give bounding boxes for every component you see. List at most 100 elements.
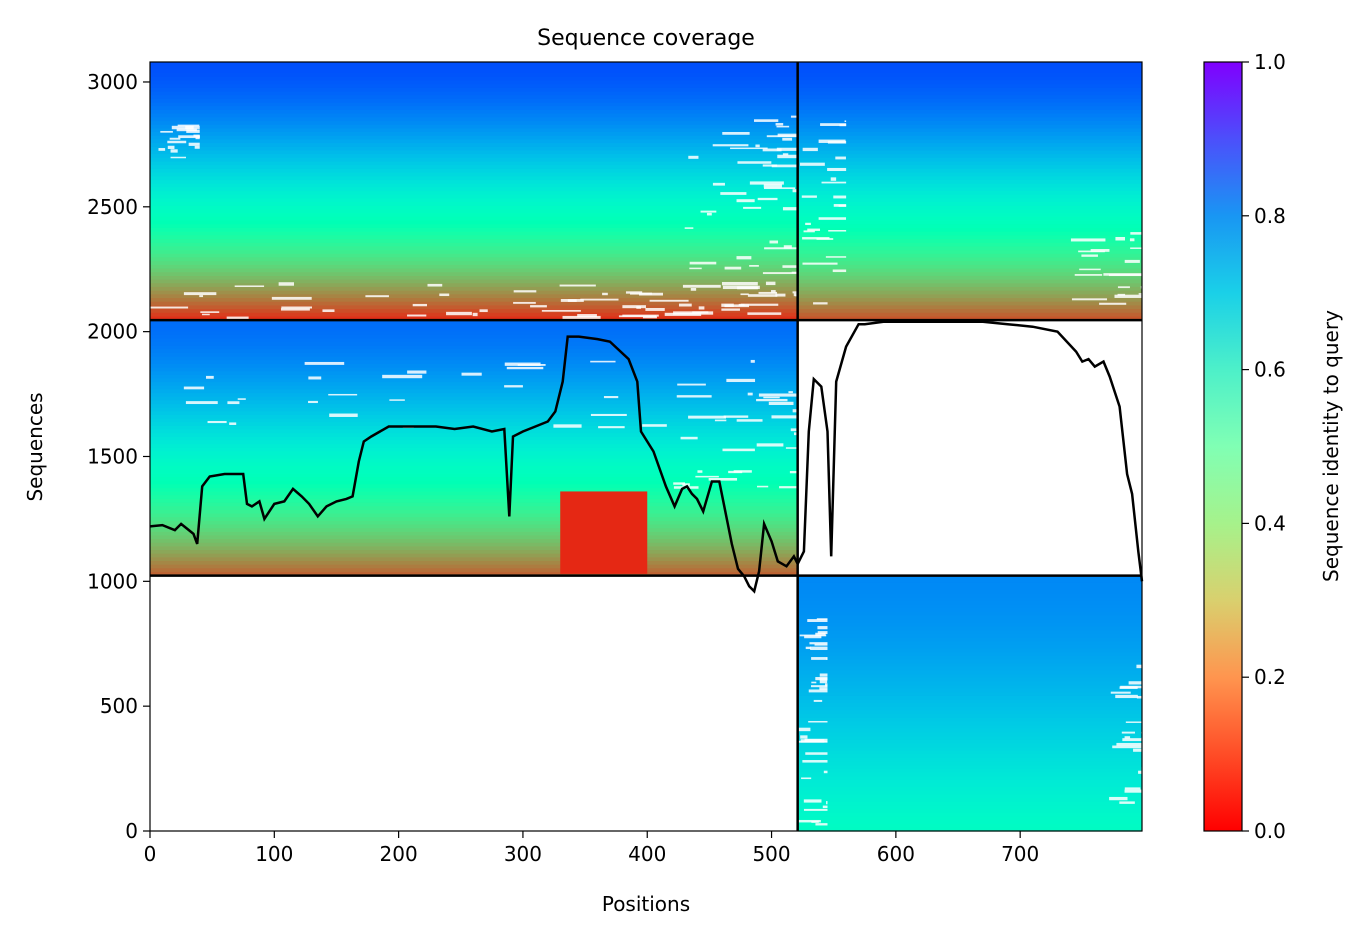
gap-mark: [322, 309, 335, 312]
heatmap-band: [797, 710, 1142, 715]
gap-mark: [830, 177, 837, 181]
gap-mark: [813, 699, 823, 702]
heatmap-band: [150, 283, 798, 288]
heatmap-band: [797, 187, 1142, 192]
heatmap-band: [150, 415, 798, 420]
gap-mark: [1125, 721, 1142, 723]
heatmap-band: [150, 374, 798, 380]
gap-mark: [590, 360, 616, 363]
heatmap-texture: [150, 115, 1143, 826]
heatmap-band: [797, 747, 1142, 752]
heatmap-band: [797, 275, 1142, 281]
gap-mark: [749, 264, 759, 267]
heatmap-band: [150, 209, 798, 214]
gap-mark: [682, 483, 690, 486]
heatmap-band: [797, 695, 1142, 701]
gap-mark: [506, 366, 544, 370]
gap-mark: [1128, 681, 1142, 685]
heatmap-band: [797, 615, 1142, 620]
gap-mark: [678, 303, 692, 307]
heatmap-band: [797, 95, 1142, 100]
y-axis-ticks: 0 500 1000 1500 2000 2500 3000: [87, 70, 150, 843]
gap-mark: [811, 681, 817, 684]
gap-mark: [827, 167, 847, 172]
x-tick-label: 300: [504, 842, 542, 866]
gap-mark: [1130, 247, 1142, 249]
heatmap-band: [797, 135, 1142, 141]
heatmap-band: [150, 425, 798, 431]
heatmap-band: [150, 224, 798, 229]
heatmap-band: [150, 309, 798, 314]
gap-mark: [178, 135, 200, 139]
gap-mark: [743, 206, 762, 209]
heatmap-band: [150, 385, 798, 391]
gap-mark: [764, 247, 797, 250]
heatmap-band: [797, 604, 1142, 610]
heatmap-band: [797, 652, 1142, 657]
heatmap-band: [797, 575, 1142, 580]
gap-mark: [308, 400, 318, 404]
gap-mark: [783, 245, 792, 249]
gap-mark: [763, 184, 782, 188]
gap-mark: [756, 443, 784, 447]
gap-mark: [1121, 731, 1135, 734]
heatmap-band: [797, 268, 1142, 273]
heatmap-band: [150, 429, 798, 434]
heatmap-band: [150, 363, 798, 369]
heatmap-band: [797, 586, 1142, 591]
heatmap-band: [797, 736, 1142, 741]
heatmap-band: [797, 209, 1142, 214]
heatmap-band: [150, 76, 798, 82]
gap-mark: [790, 115, 798, 118]
gap-mark: [1136, 695, 1142, 699]
gap-mark: [185, 401, 218, 405]
gap-mark: [690, 288, 697, 291]
low-identity-patch: [560, 491, 648, 574]
heatmap-band: [797, 750, 1142, 755]
heatmap-band: [797, 655, 1142, 661]
gap-mark: [1117, 293, 1126, 296]
heatmap-band: [150, 113, 798, 118]
heatmap-band: [150, 143, 798, 148]
heatmap-band: [150, 290, 798, 295]
heatmap-band: [150, 382, 798, 387]
heatmap-band: [150, 65, 798, 70]
colorbar-label: Sequence identity to query: [1319, 310, 1343, 582]
heatmap-band: [150, 128, 798, 133]
heatmap-band: [150, 356, 798, 361]
colorbar-ticks: 0.0 0.2 0.4 0.6 0.8 1.0: [1242, 50, 1286, 843]
gap-mark: [171, 125, 194, 130]
heatmap-band: [150, 440, 798, 445]
gap-mark: [201, 313, 210, 316]
heatmap-band: [150, 132, 798, 137]
gap-mark: [167, 145, 175, 150]
heatmap-band: [797, 728, 1142, 734]
gap-mark: [712, 144, 749, 147]
gap-mark: [833, 195, 847, 199]
heatmap-band: [797, 172, 1142, 177]
heatmap-band: [797, 663, 1142, 668]
gap-mark: [618, 315, 657, 318]
heatmap-band: [797, 677, 1142, 682]
heatmap-band: [150, 98, 798, 104]
heatmap-band: [150, 257, 798, 262]
gap-mark: [776, 125, 790, 128]
gap-mark: [194, 145, 200, 149]
gap-mark: [813, 302, 828, 305]
gap-mark: [698, 306, 705, 310]
gap-mark: [802, 147, 818, 152]
heatmap-band: [797, 298, 1142, 303]
gap-mark: [1114, 294, 1142, 298]
heatmap-band: [797, 674, 1142, 679]
colorbar-tick-label: 1.0: [1254, 50, 1286, 74]
heatmap-band: [150, 542, 798, 547]
heatmap-band: [797, 305, 1142, 310]
heatmap-band: [797, 264, 1142, 270]
gap-mark: [819, 680, 828, 684]
gap-mark: [800, 735, 808, 739]
heatmap-band: [150, 69, 798, 74]
heatmap-band: [150, 360, 798, 365]
gap-mark: [747, 294, 778, 297]
gap-mark: [603, 396, 619, 399]
gap-mark: [844, 120, 847, 123]
